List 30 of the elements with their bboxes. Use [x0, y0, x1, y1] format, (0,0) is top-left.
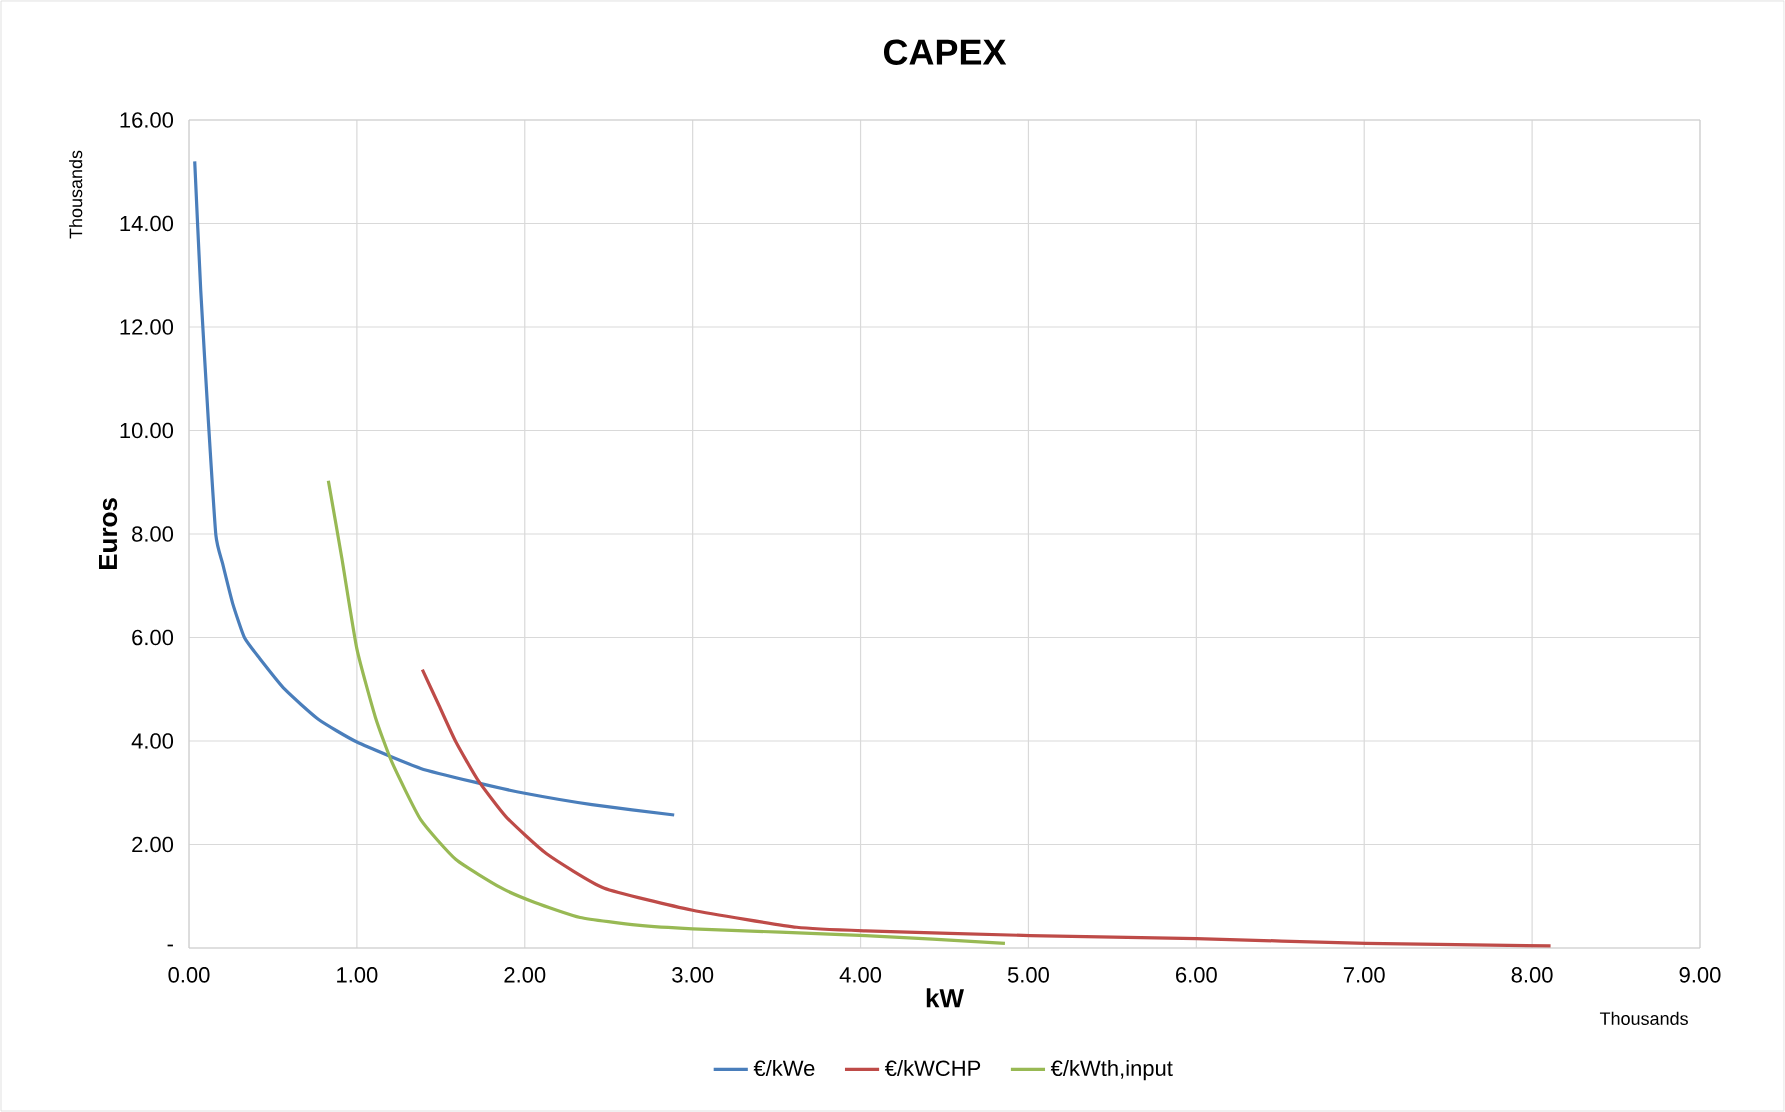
y-tick-label: - [167, 944, 173, 947]
x-tick-label: 3.00 [672, 967, 714, 983]
x-tick-label: 2.00 [504, 967, 546, 983]
line-series [420, 667, 1553, 948]
y-tick-label: 4.00 [131, 733, 174, 749]
x-axis-title: kW [926, 988, 964, 1008]
x-tick-label: 9.00 [1679, 967, 1721, 983]
y-tick-label: 10.00 [120, 422, 174, 439]
y-tick-label: 14.00 [120, 215, 174, 232]
line-series [193, 159, 676, 817]
x-tick-label: 4.00 [839, 967, 882, 983]
line-series [326, 479, 1007, 945]
x-tick-label: 7.00 [1343, 967, 1385, 983]
x-tick-label: 1.00 [337, 967, 378, 983]
text: Thousands [1599, 1011, 1688, 1025]
x-tick-label: 0.00 [168, 967, 210, 983]
legend-label: €/kWth,input [1050, 1059, 1173, 1081]
y-tick-label: 12.00 [120, 319, 174, 335]
y-tick-label: 6.00 [132, 629, 174, 646]
y-tick-label: 2.00 [132, 836, 174, 853]
x-tick-label: 5.00 [1007, 967, 1049, 983]
text: Thousands [69, 150, 83, 239]
legend-label: €/kWCHP [884, 1059, 981, 1077]
y-axis-title: Euros [99, 498, 118, 570]
x-tick-label: 8.00 [1511, 967, 1553, 983]
y-tick-label: 16.00 [120, 112, 174, 128]
chart-title: CAPEX [883, 39, 1007, 65]
legend-label: €/kWe [753, 1059, 815, 1077]
x-tick-label: 6.00 [1176, 967, 1217, 983]
y-tick-label: 8.00 [132, 526, 174, 542]
